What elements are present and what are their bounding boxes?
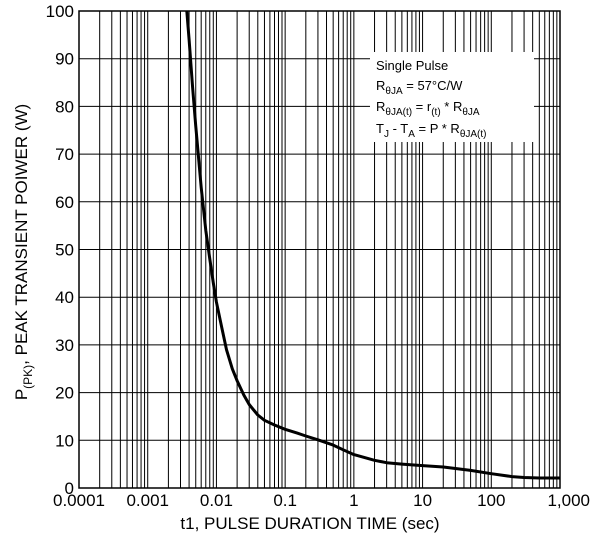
y-label-sub: (PK)	[21, 365, 35, 389]
y-tick-label: 80	[55, 97, 74, 116]
y-tick-label: 70	[55, 145, 74, 164]
y-tick-label: 40	[55, 288, 74, 307]
x-tick-label: 0.001	[126, 491, 169, 510]
ann4-b: - T	[389, 121, 408, 136]
ann4-c-sub: θJA(t)	[460, 129, 487, 140]
x-tick-label: 1	[349, 491, 358, 510]
series-line	[185, 10, 560, 480]
grid	[78, 10, 560, 489]
x-tick-label: 1,000	[547, 491, 590, 510]
curve-layer	[185, 10, 560, 480]
y-tick-label: 100	[46, 2, 74, 21]
ann4-a: T	[376, 121, 384, 136]
x-tick-labels: 0.0001 0.001 0.01 0.1 1 10 100 1,000	[53, 491, 590, 510]
ann4-b-sub: A	[408, 129, 415, 140]
ann3-a-sub: θJA(t)	[385, 107, 412, 118]
y-axis-label: P(PK), PEAK TRANSIENT POIWER (W)	[12, 104, 35, 400]
annotation-box	[370, 52, 534, 142]
y-label-p: P	[12, 389, 31, 400]
x-axis-label: t1, PULSE DURATION TIME (sec)	[180, 514, 439, 533]
y-label-rest: , PEAK TRANSIENT POIWER (W)	[12, 104, 31, 365]
ann3-b: = r	[412, 99, 432, 114]
x-tick-label: 0.1	[273, 491, 297, 510]
y-tick-label: 30	[55, 336, 74, 355]
ann2-r: R	[376, 78, 385, 93]
ann2-rest: = 57°C/W	[403, 78, 463, 93]
ann3-c: * R	[441, 99, 463, 114]
annotation-line-2: RθJA = 57°C/W	[376, 78, 463, 97]
y-tick-labels: 0 10 20 30 40 50 60 70 80 90 100	[46, 2, 74, 498]
annotation-line-1: Single Pulse	[376, 58, 448, 73]
ann2-sub: θJA	[385, 86, 403, 97]
x-tick-label: 10	[413, 491, 432, 510]
y-tick-label: 90	[55, 50, 74, 69]
y-tick-label: 60	[55, 193, 74, 212]
y-tick-label: 10	[55, 431, 74, 450]
y-tick-label: 20	[55, 384, 74, 403]
ann3-b-sub: (t)	[431, 107, 440, 118]
annotation-line-4: TJ - TA = P * RθJA(t)	[376, 121, 487, 140]
plot-frame	[78, 10, 561, 489]
x-tick-label: 0.01	[200, 491, 233, 510]
ann3-a: R	[376, 99, 385, 114]
ann3-c-sub: θJA	[462, 107, 480, 118]
y-tick-label: 0	[65, 479, 74, 498]
ann4-a-sub: J	[384, 129, 389, 140]
y-tick-label: 50	[55, 241, 74, 260]
ann4-c: = P * R	[415, 121, 460, 136]
x-tick-label: 100	[477, 491, 505, 510]
x-tick-label: 0.0001	[53, 491, 105, 510]
annotation-line-3: RθJA(t) = r(t) * RθJA	[376, 99, 480, 118]
